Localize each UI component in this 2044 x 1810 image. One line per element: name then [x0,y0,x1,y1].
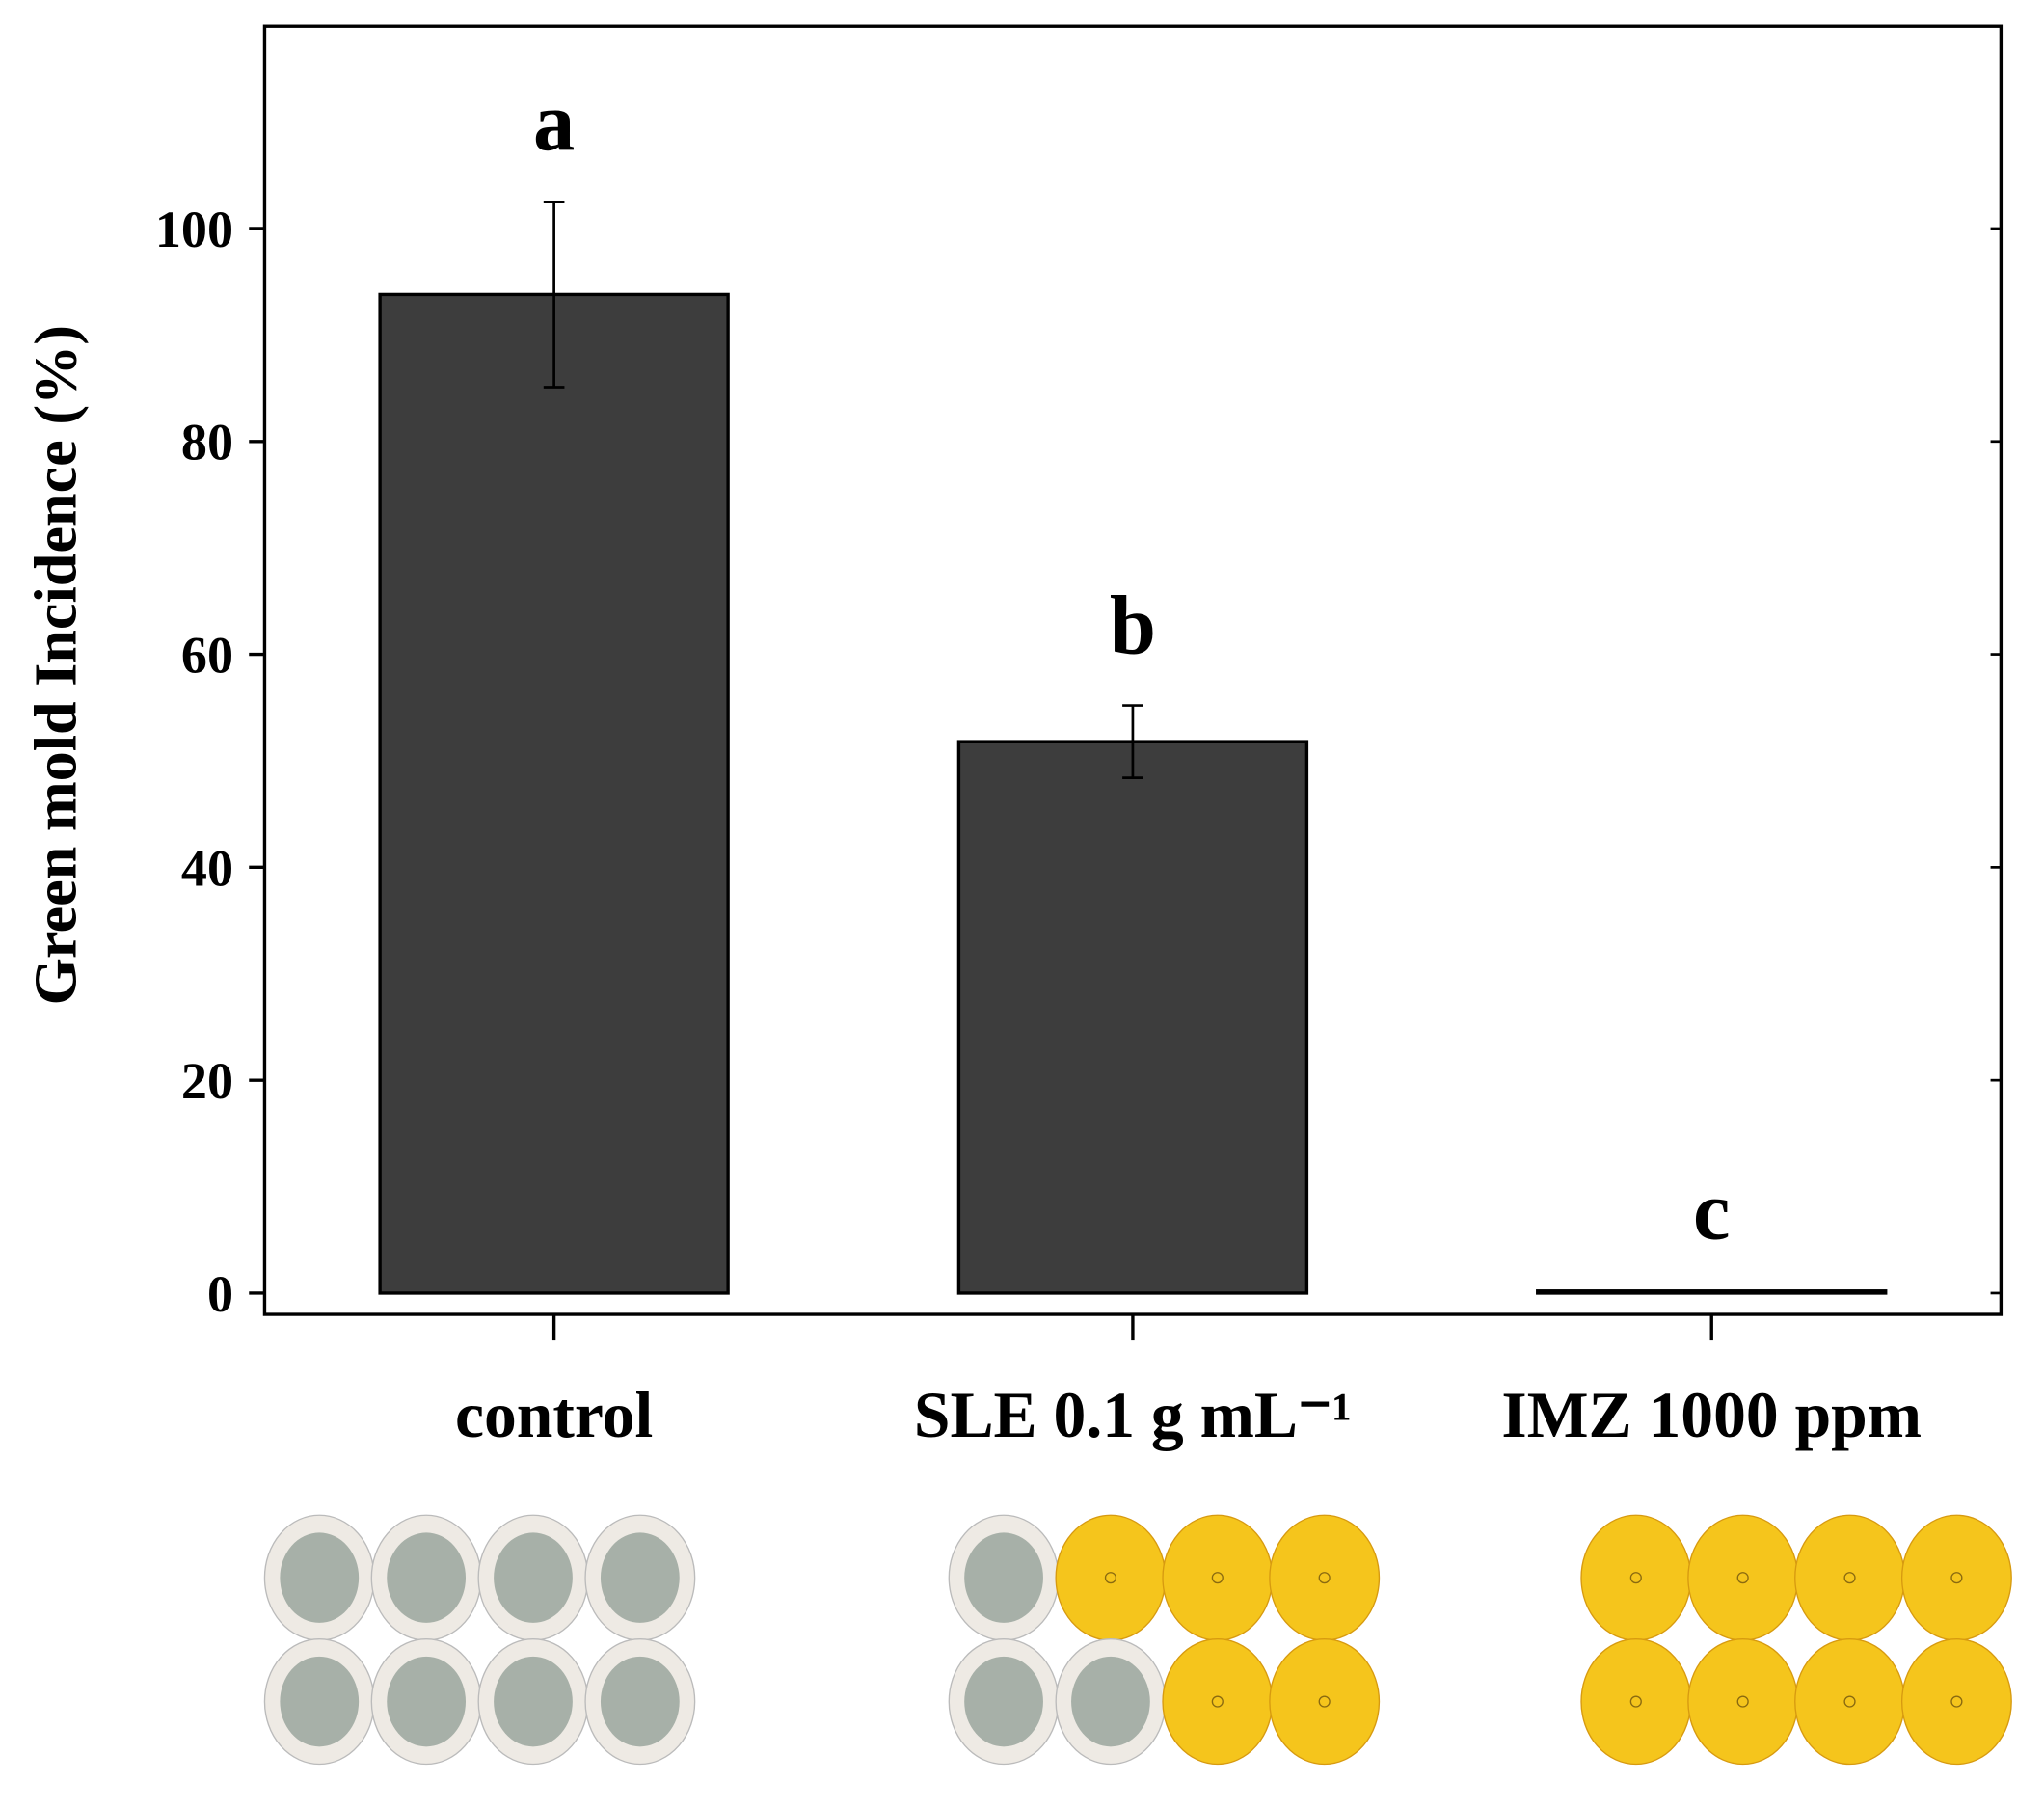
mold [280,1656,360,1747]
x-tick-label: control [455,1379,653,1451]
fruit [1580,1638,1692,1766]
annotation: b [1110,579,1156,671]
fruit [1794,1514,1906,1641]
fruit-spot [1843,1572,1856,1584]
fruit-spot [1950,1572,1963,1584]
photos [263,1514,2012,1766]
mold [964,1532,1043,1623]
plot-frame [262,24,2004,1316]
fruit-spot [1318,1695,1331,1708]
annotation: c [1693,1165,1730,1257]
y-tick-label: 40 [181,839,233,897]
fruit [1162,1514,1274,1641]
y-tick-label: 80 [181,414,233,472]
fruit-spot [1629,1572,1642,1584]
fruit [1687,1638,1799,1766]
y-axis-label: Green mold Incidence (%) [23,325,89,1005]
fruit-spot [1629,1695,1642,1708]
y-tick-label: 100 [155,201,233,258]
bar [956,740,1309,1295]
fruit [1269,1514,1381,1641]
fruit [1269,1638,1381,1766]
mold [494,1532,573,1623]
fruit [1687,1514,1799,1641]
fruit-spot [1104,1572,1117,1584]
fruit-spot [1843,1695,1856,1708]
fruit [1900,1514,2012,1641]
annotation: a [533,75,575,168]
bar [1536,1289,1888,1295]
fruit-spot [1211,1695,1224,1708]
y-tick-label: 20 [181,1052,233,1110]
mold [600,1532,680,1623]
mold [1071,1656,1150,1747]
mold [964,1656,1043,1747]
mold [494,1656,573,1747]
y-tick-label: 0 [207,1265,233,1323]
fruit [1055,1514,1167,1641]
fruit-spot [1950,1695,1963,1708]
x-tick-label: SLE 0.1 g mL⁻¹ [914,1379,1352,1451]
mold [600,1656,680,1747]
mold [280,1532,360,1623]
mold [387,1532,467,1623]
mold [387,1656,467,1747]
x-tick-label: IMZ 1000 ppm [1501,1379,1922,1451]
y-tick-label: 60 [181,627,233,685]
fruit [1900,1638,2012,1766]
fruit-spot [1211,1572,1224,1584]
bar [378,292,730,1295]
fruit [1580,1514,1692,1641]
fruit [1794,1638,1906,1766]
fruit-spot [1736,1572,1749,1584]
fruit-spot [1736,1695,1749,1708]
fruit-spot [1318,1572,1331,1584]
fruit [1162,1638,1274,1766]
